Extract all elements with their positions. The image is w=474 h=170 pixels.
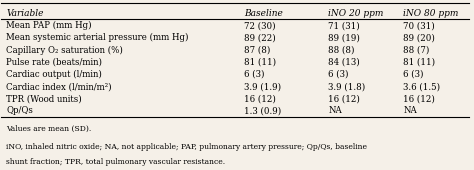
Text: 71 (31): 71 (31) bbox=[328, 21, 360, 30]
Text: Cardiac output (l/min): Cardiac output (l/min) bbox=[6, 70, 102, 79]
Text: 88 (8): 88 (8) bbox=[328, 46, 355, 55]
Text: 89 (20): 89 (20) bbox=[403, 33, 435, 42]
Text: 6 (3): 6 (3) bbox=[245, 70, 265, 79]
Text: 6 (3): 6 (3) bbox=[328, 70, 349, 79]
Text: 88 (7): 88 (7) bbox=[403, 46, 429, 55]
Text: 16 (12): 16 (12) bbox=[328, 94, 360, 103]
Text: NA: NA bbox=[403, 106, 417, 115]
Text: Mean systemic arterial pressure (mm Hg): Mean systemic arterial pressure (mm Hg) bbox=[6, 33, 189, 42]
Text: Pulse rate (beats/min): Pulse rate (beats/min) bbox=[6, 58, 102, 67]
Text: TPR (Wood units): TPR (Wood units) bbox=[6, 94, 82, 103]
Text: shunt fraction; TPR, total pulmonary vascular resistance.: shunt fraction; TPR, total pulmonary vas… bbox=[6, 158, 225, 166]
Text: Variable: Variable bbox=[6, 9, 44, 18]
Text: 3.9 (1.9): 3.9 (1.9) bbox=[245, 82, 282, 91]
Text: NA: NA bbox=[328, 106, 342, 115]
Text: 16 (12): 16 (12) bbox=[403, 94, 435, 103]
Text: 3.9 (1.8): 3.9 (1.8) bbox=[328, 82, 366, 91]
Text: Mean PAP (mm Hg): Mean PAP (mm Hg) bbox=[6, 21, 91, 30]
Text: 81 (11): 81 (11) bbox=[403, 58, 436, 67]
Text: Cardiac index (l/min/m²): Cardiac index (l/min/m²) bbox=[6, 82, 112, 91]
Text: Values are mean (SD).: Values are mean (SD). bbox=[6, 124, 91, 132]
Text: 87 (8): 87 (8) bbox=[245, 46, 271, 55]
Text: Capillary O₂ saturation (%): Capillary O₂ saturation (%) bbox=[6, 45, 123, 55]
Text: iNO 20 ppm: iNO 20 ppm bbox=[328, 9, 384, 18]
Text: 16 (12): 16 (12) bbox=[245, 94, 276, 103]
Text: 81 (11): 81 (11) bbox=[245, 58, 276, 67]
Text: 6 (3): 6 (3) bbox=[403, 70, 424, 79]
Text: iNO, inhaled nitric oxide; NA, not applicable; PAP, pulmonary artery pressure; Q: iNO, inhaled nitric oxide; NA, not appli… bbox=[6, 143, 367, 151]
Text: Baseline: Baseline bbox=[245, 9, 283, 18]
Text: 3.6 (1.5): 3.6 (1.5) bbox=[403, 82, 440, 91]
Text: 89 (22): 89 (22) bbox=[245, 33, 276, 42]
Text: 89 (19): 89 (19) bbox=[328, 33, 360, 42]
Text: 1.3 (0.9): 1.3 (0.9) bbox=[245, 106, 282, 115]
Text: Qp/Qs: Qp/Qs bbox=[6, 106, 33, 115]
Text: iNO 80 ppm: iNO 80 ppm bbox=[403, 9, 459, 18]
Text: 84 (13): 84 (13) bbox=[328, 58, 360, 67]
Text: 72 (30): 72 (30) bbox=[245, 21, 276, 30]
Text: 70 (31): 70 (31) bbox=[403, 21, 435, 30]
